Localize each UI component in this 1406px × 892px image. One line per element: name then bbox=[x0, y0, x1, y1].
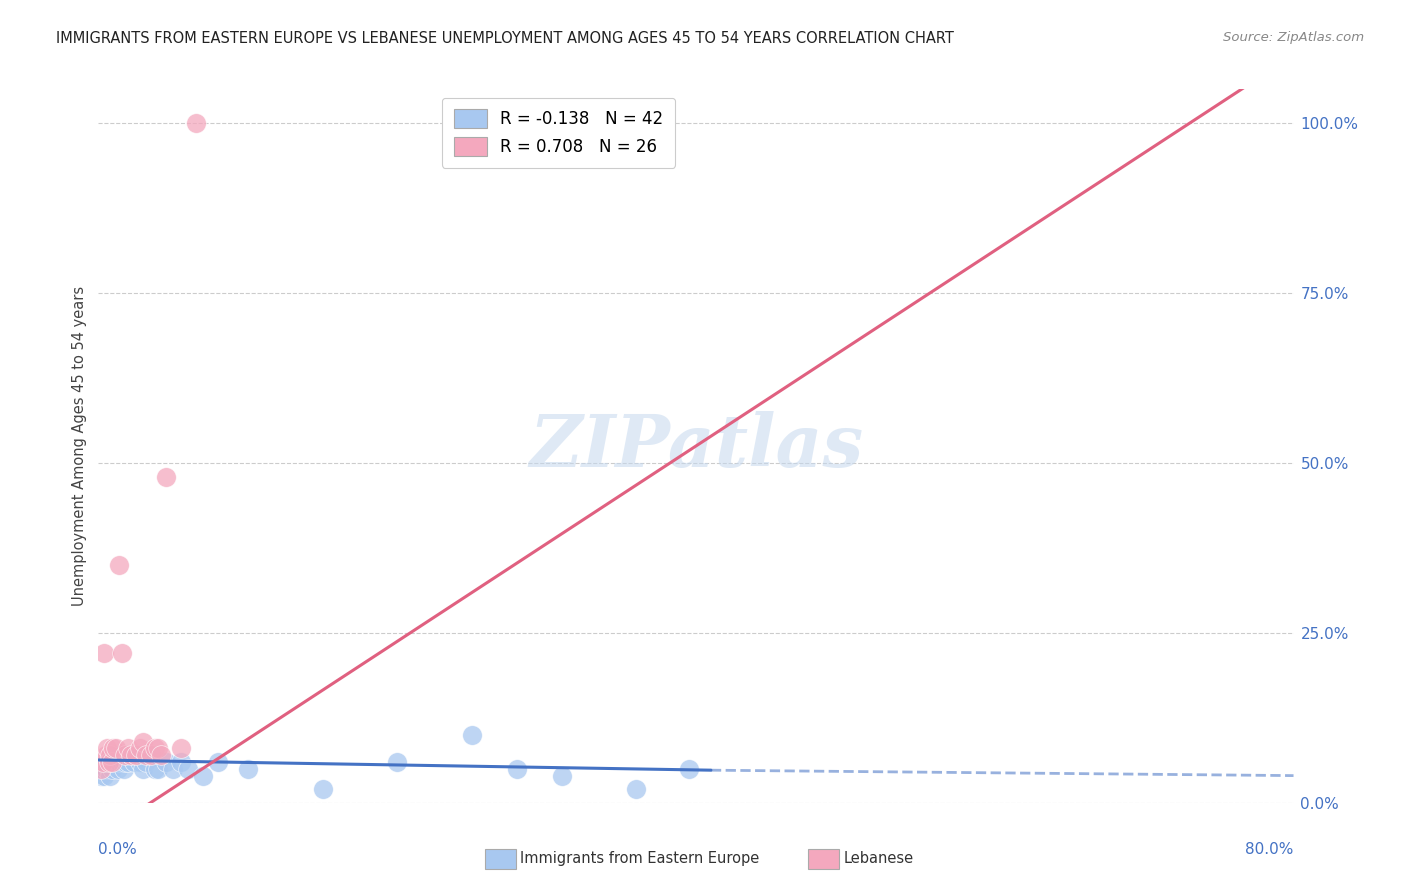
Point bbox=[129, 755, 152, 769]
Point bbox=[155, 469, 177, 483]
Point bbox=[111, 755, 134, 769]
Point bbox=[107, 762, 129, 776]
Point bbox=[97, 755, 120, 769]
Point bbox=[100, 769, 122, 783]
Point bbox=[117, 741, 139, 756]
Point bbox=[207, 755, 229, 769]
Point bbox=[108, 558, 131, 572]
Point bbox=[90, 762, 112, 776]
Point bbox=[169, 755, 191, 769]
Point bbox=[94, 748, 117, 763]
Point bbox=[127, 748, 149, 763]
Point bbox=[97, 762, 120, 776]
Point bbox=[550, 769, 572, 783]
Text: Immigrants from Eastern Europe: Immigrants from Eastern Europe bbox=[520, 851, 759, 865]
Point bbox=[139, 748, 162, 763]
Point bbox=[506, 762, 529, 776]
Point bbox=[117, 755, 139, 769]
Point bbox=[150, 748, 173, 763]
Point bbox=[678, 762, 700, 776]
Point bbox=[120, 748, 142, 763]
Point bbox=[108, 755, 131, 769]
Text: Source: ZipAtlas.com: Source: ZipAtlas.com bbox=[1223, 31, 1364, 45]
Point bbox=[104, 748, 127, 763]
Text: ZIPatlas: ZIPatlas bbox=[529, 410, 863, 482]
Point bbox=[101, 762, 124, 776]
Point bbox=[94, 762, 117, 776]
Point bbox=[93, 769, 115, 783]
Text: Lebanese: Lebanese bbox=[844, 851, 914, 865]
Point bbox=[120, 748, 142, 763]
Point bbox=[148, 741, 170, 756]
Point bbox=[143, 762, 166, 776]
Point bbox=[101, 755, 124, 769]
Point bbox=[124, 755, 146, 769]
Point bbox=[132, 762, 155, 776]
Point bbox=[115, 748, 138, 763]
Point bbox=[91, 755, 114, 769]
Text: 0.0%: 0.0% bbox=[98, 842, 138, 857]
Point bbox=[105, 755, 128, 769]
Point bbox=[385, 755, 409, 769]
Point bbox=[114, 755, 136, 769]
Point bbox=[125, 748, 148, 763]
Point bbox=[169, 741, 191, 756]
Point bbox=[162, 762, 184, 776]
Point bbox=[143, 741, 166, 756]
Point bbox=[184, 116, 207, 130]
Point bbox=[236, 762, 259, 776]
Point bbox=[132, 734, 155, 748]
Point bbox=[155, 755, 177, 769]
Text: IMMIGRANTS FROM EASTERN EUROPE VS LEBANESE UNEMPLOYMENT AMONG AGES 45 TO 54 YEAR: IMMIGRANTS FROM EASTERN EUROPE VS LEBANE… bbox=[56, 31, 955, 46]
Y-axis label: Unemployment Among Ages 45 to 54 years: Unemployment Among Ages 45 to 54 years bbox=[72, 286, 87, 606]
Point bbox=[135, 755, 157, 769]
Text: 80.0%: 80.0% bbox=[1246, 842, 1294, 857]
Point bbox=[90, 769, 112, 783]
Point bbox=[139, 748, 162, 763]
Point bbox=[129, 741, 152, 756]
Point bbox=[105, 741, 128, 756]
Point bbox=[93, 646, 115, 660]
Point bbox=[100, 748, 122, 763]
Point bbox=[103, 741, 125, 756]
Point bbox=[191, 769, 214, 783]
Point bbox=[110, 748, 132, 763]
Point bbox=[103, 755, 125, 769]
Legend: R = -0.138   N = 42, R = 0.708   N = 26: R = -0.138 N = 42, R = 0.708 N = 26 bbox=[441, 97, 675, 168]
Point bbox=[96, 755, 118, 769]
Point bbox=[91, 762, 114, 776]
Point bbox=[114, 748, 136, 763]
Point bbox=[177, 762, 200, 776]
Point bbox=[626, 782, 648, 797]
Point bbox=[96, 741, 118, 756]
Point bbox=[461, 728, 484, 742]
Point bbox=[112, 762, 135, 776]
Point bbox=[135, 748, 157, 763]
Point bbox=[111, 646, 134, 660]
Point bbox=[311, 782, 333, 797]
Point bbox=[148, 762, 170, 776]
